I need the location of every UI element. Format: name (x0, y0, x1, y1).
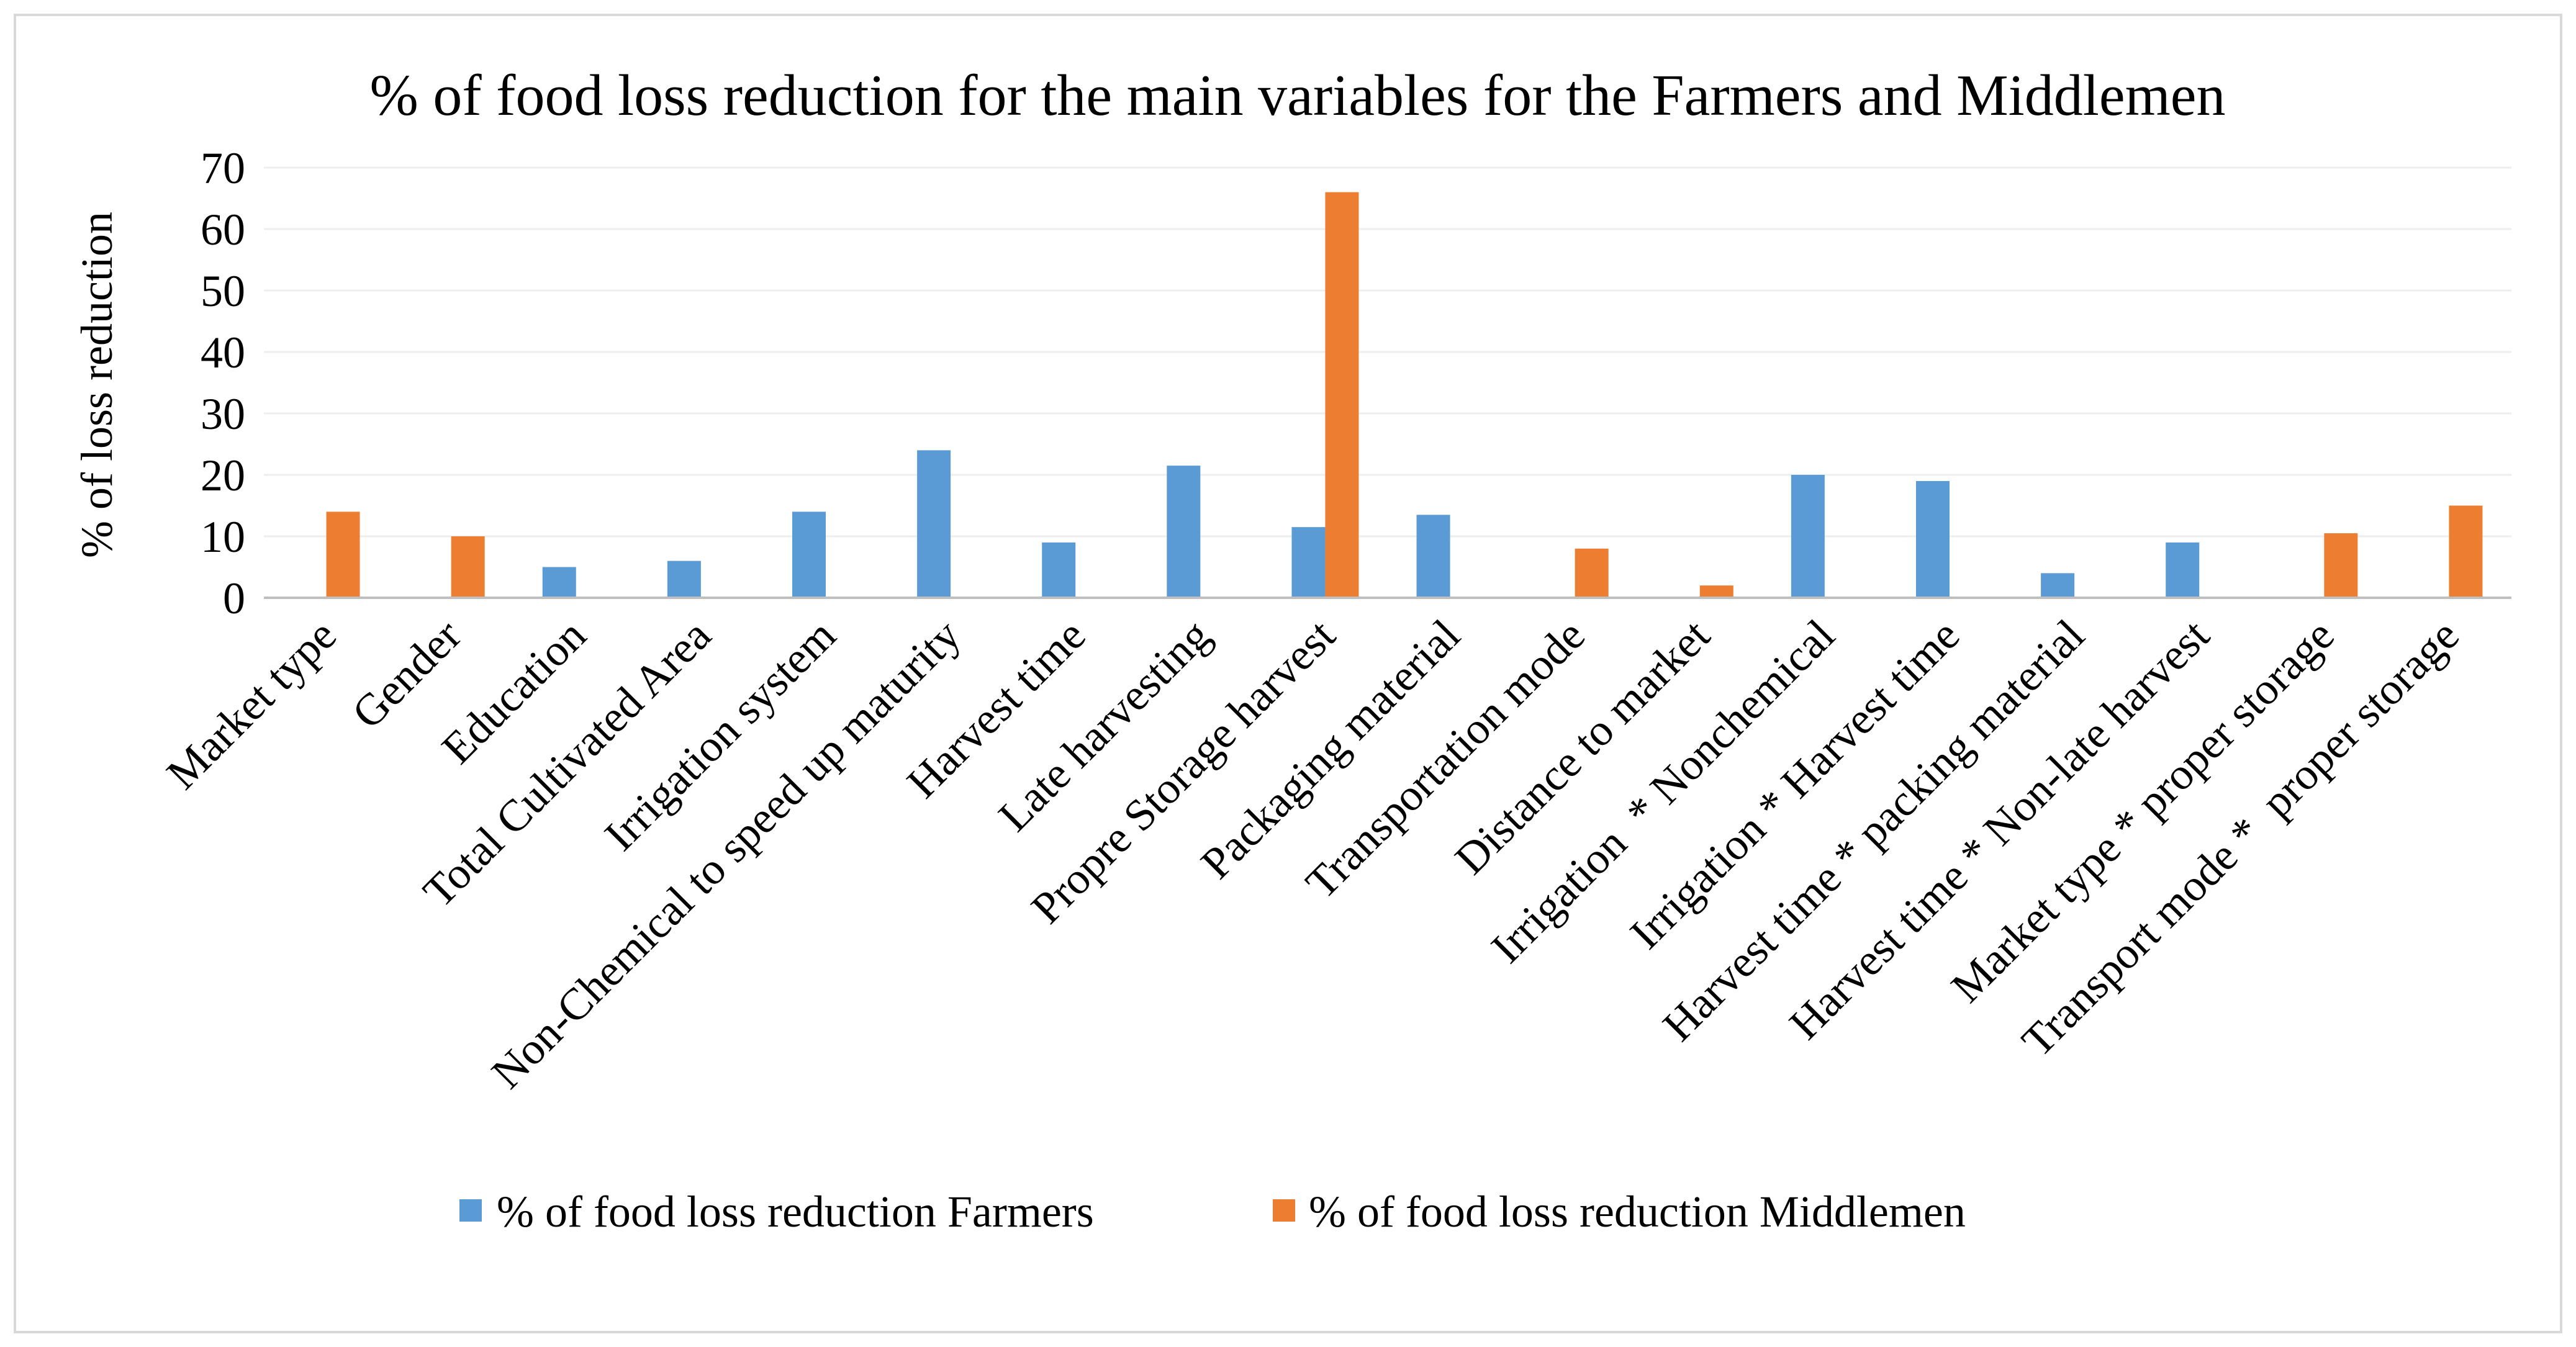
bar-middlemen (2324, 533, 2358, 598)
bar-farmers (2166, 542, 2200, 598)
legend-label-farmers: % of food loss reduction Farmers (497, 1187, 1094, 1237)
bar-middlemen (2449, 505, 2483, 598)
x-category-label: Market type (157, 610, 346, 799)
bars (326, 192, 2483, 598)
y-tick-label: 30 (201, 389, 245, 439)
bar-farmers (1916, 480, 1950, 598)
bar-farmers (917, 450, 951, 598)
y-tick-label: 0 (223, 574, 245, 623)
bar-farmers (542, 567, 576, 598)
bar-farmers (1416, 515, 1450, 598)
y-tick-label: 10 (201, 512, 245, 562)
bar-middlemen (451, 536, 485, 598)
bar-farmers (792, 511, 826, 598)
chart-frame (14, 14, 2562, 1333)
x-category-label: Late harvesting (989, 610, 1220, 841)
x-category-label: Irrigation system (595, 610, 845, 860)
legend-swatch-middlemen (1273, 1199, 1295, 1222)
bar-farmers (1791, 475, 1825, 598)
bar-middlemen (1699, 585, 1733, 598)
bar-farmers (2041, 573, 2075, 598)
bar-farmers (1042, 542, 1076, 598)
y-tick-label: 50 (201, 266, 245, 316)
y-tick-label: 40 (201, 328, 245, 377)
y-axis-label: % of loss reduction (72, 212, 122, 558)
gridlines (264, 166, 2511, 538)
bar-farmers (1167, 466, 1201, 598)
y-axis-ticks: 0 10 20 30 40 50 60 70 (201, 143, 245, 623)
legend-swatch-farmers (459, 1199, 482, 1222)
bar-middlemen (1575, 548, 1609, 598)
bar-middlemen (326, 511, 360, 598)
y-tick-label: 70 (201, 143, 245, 193)
bar-farmers (667, 561, 701, 598)
y-tick-label: 20 (201, 451, 245, 500)
y-tick-label: 60 (201, 205, 245, 255)
bar-farmers (1291, 527, 1326, 598)
bar-middlemen (1325, 192, 1359, 598)
chart-title: % of food loss reduction for the main va… (370, 63, 2226, 128)
legend-label-middlemen: % of food loss reduction Middlemen (1309, 1187, 1966, 1237)
legend: % of food loss reduction Farmers % of fo… (459, 1187, 1966, 1237)
